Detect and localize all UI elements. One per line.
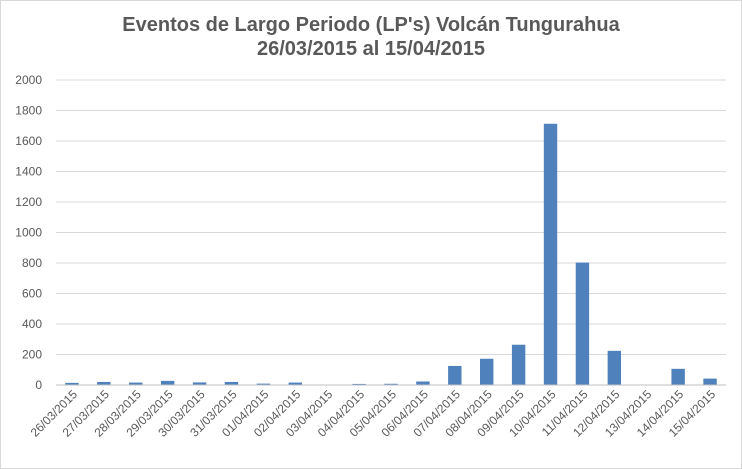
- bar: [288, 382, 302, 385]
- bar: [352, 383, 366, 385]
- bar: [192, 382, 207, 385]
- y-tick-label: 0: [35, 378, 42, 392]
- bar: [575, 262, 590, 385]
- gridlines: [56, 79, 726, 355]
- y-tick-label: 800: [22, 256, 42, 270]
- chart-title: Eventos de Largo Periodo (LP's) Volcán T…: [122, 14, 620, 36]
- bar: [703, 378, 717, 385]
- bar: [65, 382, 79, 385]
- bar: [224, 381, 239, 385]
- y-tick-label: 2000: [15, 73, 42, 87]
- y-tick-label: 1000: [15, 226, 42, 240]
- y-tick-label: 1200: [15, 195, 42, 209]
- bar: [256, 383, 271, 385]
- y-tick-label: 400: [22, 317, 42, 331]
- bar: [671, 368, 685, 385]
- bar: [607, 350, 622, 385]
- bar: [129, 382, 143, 385]
- bar: [384, 383, 398, 385]
- bars: [65, 123, 717, 385]
- bar: [97, 381, 111, 385]
- bar: [480, 358, 494, 385]
- bar: [416, 381, 430, 385]
- y-tick-label: 200: [22, 348, 42, 362]
- y-axis-tick-labels: 0 200 400 600 800 1000 1200 1400 1600 1800 2000: [15, 73, 42, 392]
- bar: [543, 123, 558, 385]
- y-tick-label: 1600: [15, 134, 42, 148]
- chart-subtitle: 26/03/2015 al 15/04/2015: [257, 38, 485, 60]
- y-tick-label: 1800: [15, 104, 42, 118]
- y-tick-label: 1400: [15, 165, 42, 179]
- x-axis-tick-labels: 26/03/201527/03/201528/03/201529/03/2015…: [28, 387, 719, 440]
- bar: [160, 380, 175, 385]
- y-tick-label: 600: [22, 287, 42, 301]
- bar: [448, 365, 462, 385]
- chart-title-block: Eventos de Largo Periodo (LP's) Volcán T…: [1, 13, 741, 61]
- bar: [511, 344, 526, 385]
